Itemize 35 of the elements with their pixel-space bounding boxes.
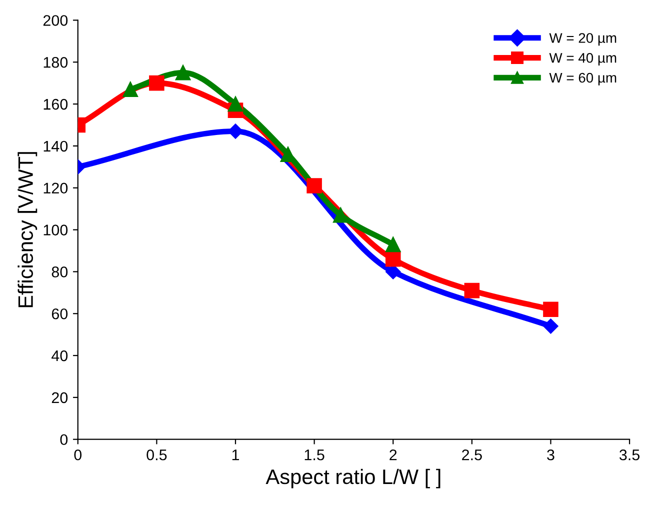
point bbox=[385, 251, 401, 267]
point bbox=[306, 178, 322, 194]
x-tick-label: 2 bbox=[390, 449, 397, 460]
point bbox=[543, 302, 558, 318]
y-tick-label: 160 bbox=[44, 98, 68, 110]
x-tick-label: 0 bbox=[74, 449, 82, 460]
x-tick-label: 1.5 bbox=[304, 450, 324, 460]
x-tick-label: 3 bbox=[547, 449, 554, 460]
y-tick-label: 60 bbox=[52, 308, 68, 320]
x-tick-label: 0.5 bbox=[146, 449, 167, 460]
y-tick-label: 140 bbox=[44, 140, 68, 152]
point bbox=[149, 75, 164, 91]
y-tick-label: 80 bbox=[52, 266, 68, 278]
y-tick-label: 200 bbox=[43, 15, 68, 26]
x-axis-title: Aspect ratio L/W [ ] bbox=[266, 468, 440, 488]
legend-label: W = 40 µm bbox=[549, 52, 616, 66]
x-tick-label: 3.5 bbox=[619, 449, 640, 460]
point bbox=[175, 64, 191, 80]
point bbox=[228, 96, 244, 112]
y-tick-label: 20 bbox=[52, 392, 68, 404]
point bbox=[332, 207, 348, 223]
x-tick-label: 1 bbox=[232, 450, 239, 460]
point bbox=[464, 282, 480, 298]
point bbox=[385, 236, 401, 252]
x-tick-label: 2.5 bbox=[462, 449, 482, 460]
y-tick-label: 100 bbox=[44, 224, 68, 236]
legend-label: W = 20 µm bbox=[549, 33, 616, 46]
y-tick-label: 180 bbox=[44, 56, 68, 68]
y-tick-label: 0 bbox=[60, 434, 68, 446]
point bbox=[122, 82, 138, 97]
point bbox=[543, 318, 558, 334]
y-tick-label: 120 bbox=[44, 182, 68, 194]
y-axis-title: Efficiency [V/WT] bbox=[18, 152, 38, 308]
y-tick-label: 40 bbox=[52, 350, 68, 362]
legend-label: W = 60 µm bbox=[549, 72, 616, 86]
